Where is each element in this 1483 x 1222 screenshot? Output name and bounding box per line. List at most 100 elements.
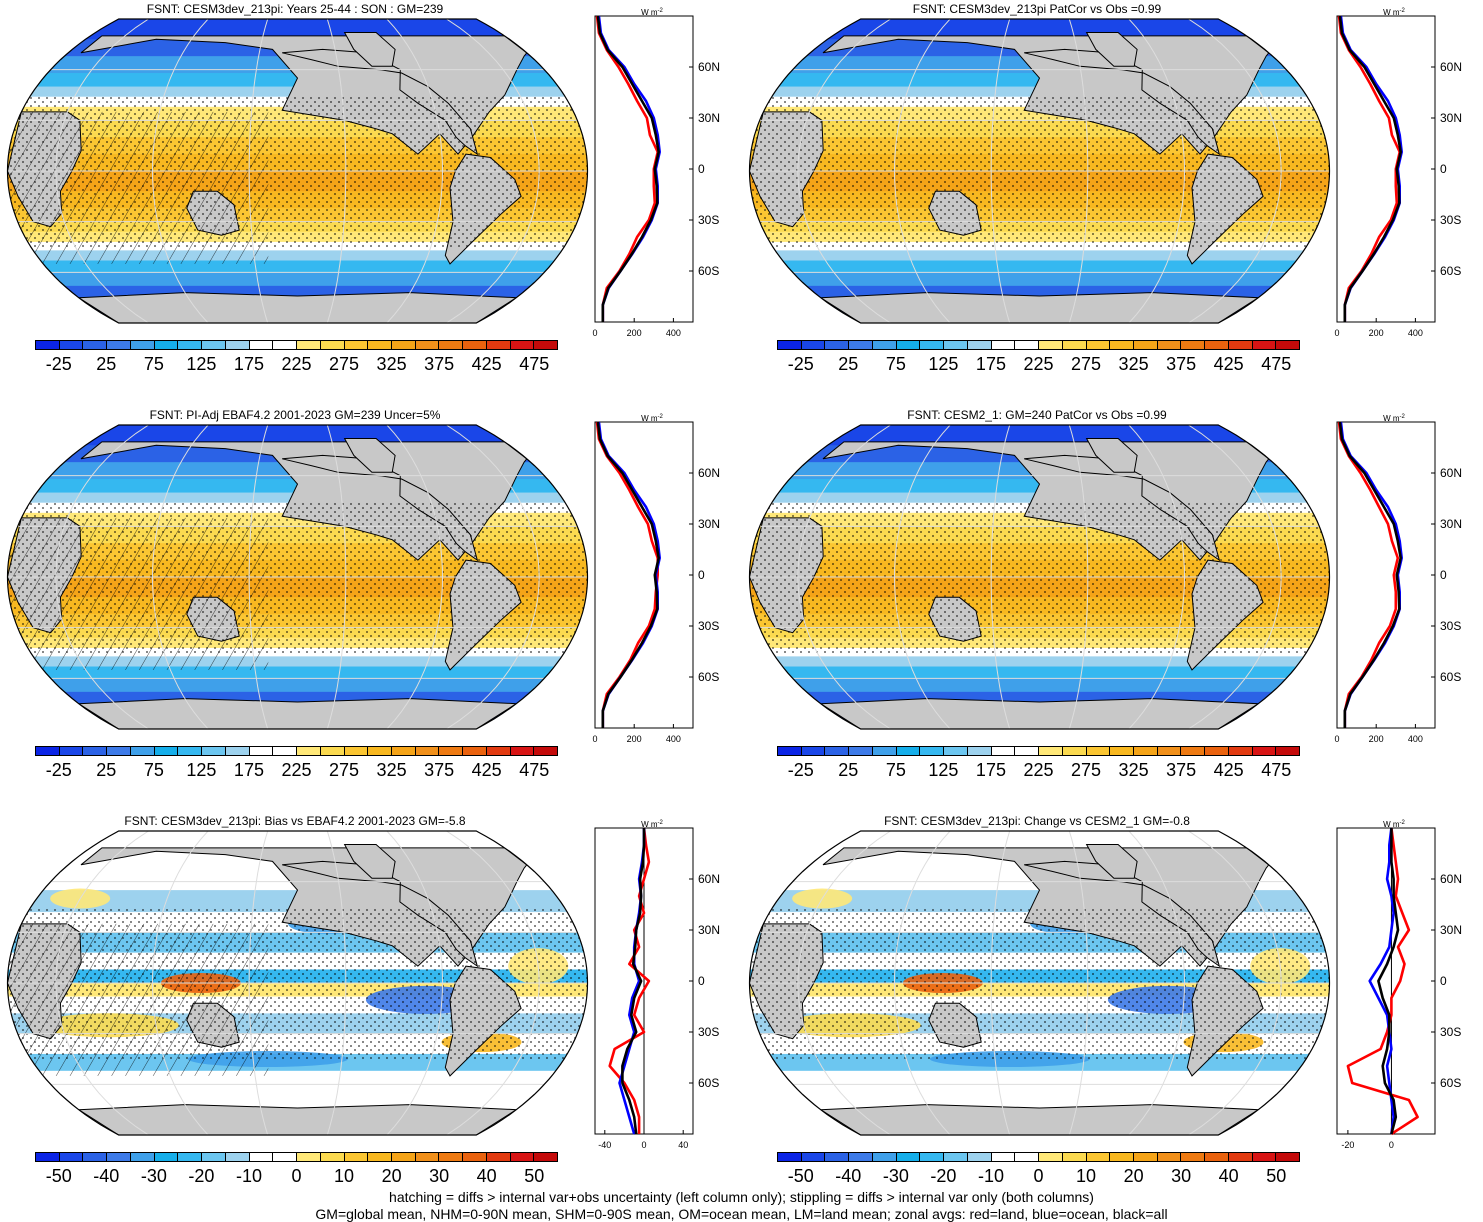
colorbar-swatch <box>849 341 873 349</box>
colorbar-tick-label: 375 <box>424 760 455 780</box>
colorbar-swatch <box>967 341 992 349</box>
colorbar-swatch <box>344 341 369 349</box>
panel-bias-vs-ebaf: FSNT: CESM3dev_213pi: Bias vs EBAF4.2 20… <box>0 812 741 1217</box>
map-border <box>748 830 1331 1136</box>
x-tick-label: -20 <box>1341 1140 1354 1150</box>
colorbar-swatch <box>202 341 226 349</box>
graticule-line <box>446 19 540 323</box>
colorbar-swatch <box>1086 747 1111 755</box>
global-map <box>748 830 1331 1136</box>
colorbar-swatch <box>297 747 321 755</box>
colorbar-swatch <box>320 341 345 349</box>
colorbar-tick-label: 25 <box>96 354 117 374</box>
colorbar-swatch <box>36 341 60 349</box>
graticule-line <box>1188 425 1282 729</box>
panel-title: FSNT: CESM3dev_213pi: Years 25-44 : SON … <box>146 2 444 16</box>
colorbar-swatch <box>225 341 250 349</box>
x-tick-label: 0 <box>1334 734 1339 744</box>
field-band <box>7 250 588 262</box>
graticule-line <box>55 19 149 323</box>
colorbar-tick-label: 175 <box>233 760 264 780</box>
colorbar-labels: -50 -40 -30 -20 -10 0 10 20 30 40 50 <box>35 1166 558 1188</box>
field-band <box>7 19 588 40</box>
colorbar-labels: -25 25 75 125 175 225 275 325 375 425 475 <box>777 354 1300 376</box>
zonal-mean-plot: W m-2 60N 30N 0 30S 60S -20 0 <box>1336 820 1462 1150</box>
zonal-series-land <box>595 421 659 728</box>
colorbar-swatch <box>130 341 155 349</box>
colorbar-swatch <box>1015 341 1040 349</box>
y-tick-label: 30N <box>698 111 720 125</box>
colorbar-swatch <box>439 341 464 349</box>
colorbar-tick-label: 40 <box>476 1166 497 1186</box>
colorbar-swatch <box>1228 747 1253 755</box>
y-tick-label: 30N <box>1440 517 1462 531</box>
graticule-line <box>326 19 347 323</box>
colorbar-swatch <box>154 1153 179 1161</box>
colorbar-tick-label: 40 <box>1218 1166 1239 1186</box>
colorbar-swatch <box>368 341 393 349</box>
colorbar-swatch <box>778 1153 802 1161</box>
colorbar-swatch <box>368 747 393 755</box>
colorbar-swatch <box>896 1153 921 1161</box>
graticule-line <box>893 831 951 1135</box>
graticule-line <box>248 425 269 729</box>
y-tick-label: 0 <box>698 162 705 176</box>
field-band <box>749 260 1330 273</box>
colorbar-swatch <box>991 341 1016 349</box>
colorbar-swatch <box>778 341 802 349</box>
colorbar-swatch <box>534 341 558 349</box>
colorbar-swatch <box>36 747 60 755</box>
colorbar-swatch <box>486 1153 511 1161</box>
colorbar-swatch <box>59 1153 84 1161</box>
global-map <box>748 424 1331 730</box>
panel-title: FSNT: CESM3dev_213pi PatCor vs Obs =0.99 <box>912 2 1162 16</box>
colorbar-labels: -50 -40 -30 -20 -10 0 10 20 30 40 50 <box>777 1166 1300 1188</box>
graticule-line <box>151 425 209 729</box>
colorbar-swatch <box>510 747 535 755</box>
colorbar-swatch <box>1015 1153 1040 1161</box>
colorbar-swatch <box>1276 1153 1300 1161</box>
colorbar-swatch <box>297 1153 321 1161</box>
unit-label: W m-2 <box>641 414 663 423</box>
graticule-line <box>1188 19 1282 323</box>
unit-label: W m-2 <box>641 8 663 17</box>
colorbar-swatch <box>967 747 992 755</box>
field-band <box>749 19 1330 40</box>
colorbar-swatch <box>249 1153 274 1161</box>
colorbar-swatch <box>920 1153 945 1161</box>
x-tick-label: 400 <box>1408 328 1423 338</box>
colorbar-tick-label: -50 <box>787 1166 814 1186</box>
colorbar-swatch <box>344 1153 369 1161</box>
y-tick-label: 30S <box>698 619 719 633</box>
colorbar-tick-label: 475 <box>1261 354 1292 374</box>
land-mass <box>343 438 396 473</box>
global-map <box>748 18 1331 324</box>
x-tick-label: 200 <box>1369 734 1384 744</box>
land-mass <box>819 292 1260 323</box>
colorbar <box>777 340 1300 350</box>
colorbar-swatch <box>392 747 416 755</box>
unit-label: W m-2 <box>641 820 663 829</box>
field-band <box>7 425 588 446</box>
y-tick-label: 30S <box>698 213 719 227</box>
colorbar-swatch <box>1039 1153 1063 1161</box>
panel-cesm2: FSNT: CESM2_1: GM=240 PatCor vs Obs =0.9… <box>742 406 1483 811</box>
colorbar-tick-label: 10 <box>1076 1166 1097 1186</box>
x-tick-label: 400 <box>1408 734 1423 744</box>
colorbar-tick-label: 225 <box>1023 354 1054 374</box>
zonal-mean-plot: W m-2 60N 30N 0 30S 60S 0 200 400 <box>592 8 720 338</box>
panel-change-vs-cesm2: FSNT: CESM3dev_213pi: Change vs CESM2_1 … <box>742 812 1483 1217</box>
colorbar-swatch <box>825 1153 850 1161</box>
panel-title: FSNT: CESM3dev_213pi: Change vs CESM2_1 … <box>884 814 1190 828</box>
colorbar-tick-label: -30 <box>882 1166 909 1186</box>
field-band <box>7 656 588 668</box>
x-tick-label: 0 <box>592 328 597 338</box>
zonal-series-ocean <box>597 421 661 728</box>
panel-title: FSNT: PI-Adj EBAF4.2 2001-2023 GM=239 Un… <box>149 408 441 422</box>
colorbar-tick-label: -25 <box>787 354 814 374</box>
colorbar-swatch <box>778 747 802 755</box>
colorbar-swatch <box>249 341 274 349</box>
colorbar-tick-label: 475 <box>519 760 550 780</box>
y-tick-label: 0 <box>1440 974 1447 988</box>
y-tick-label: 30N <box>698 517 720 531</box>
